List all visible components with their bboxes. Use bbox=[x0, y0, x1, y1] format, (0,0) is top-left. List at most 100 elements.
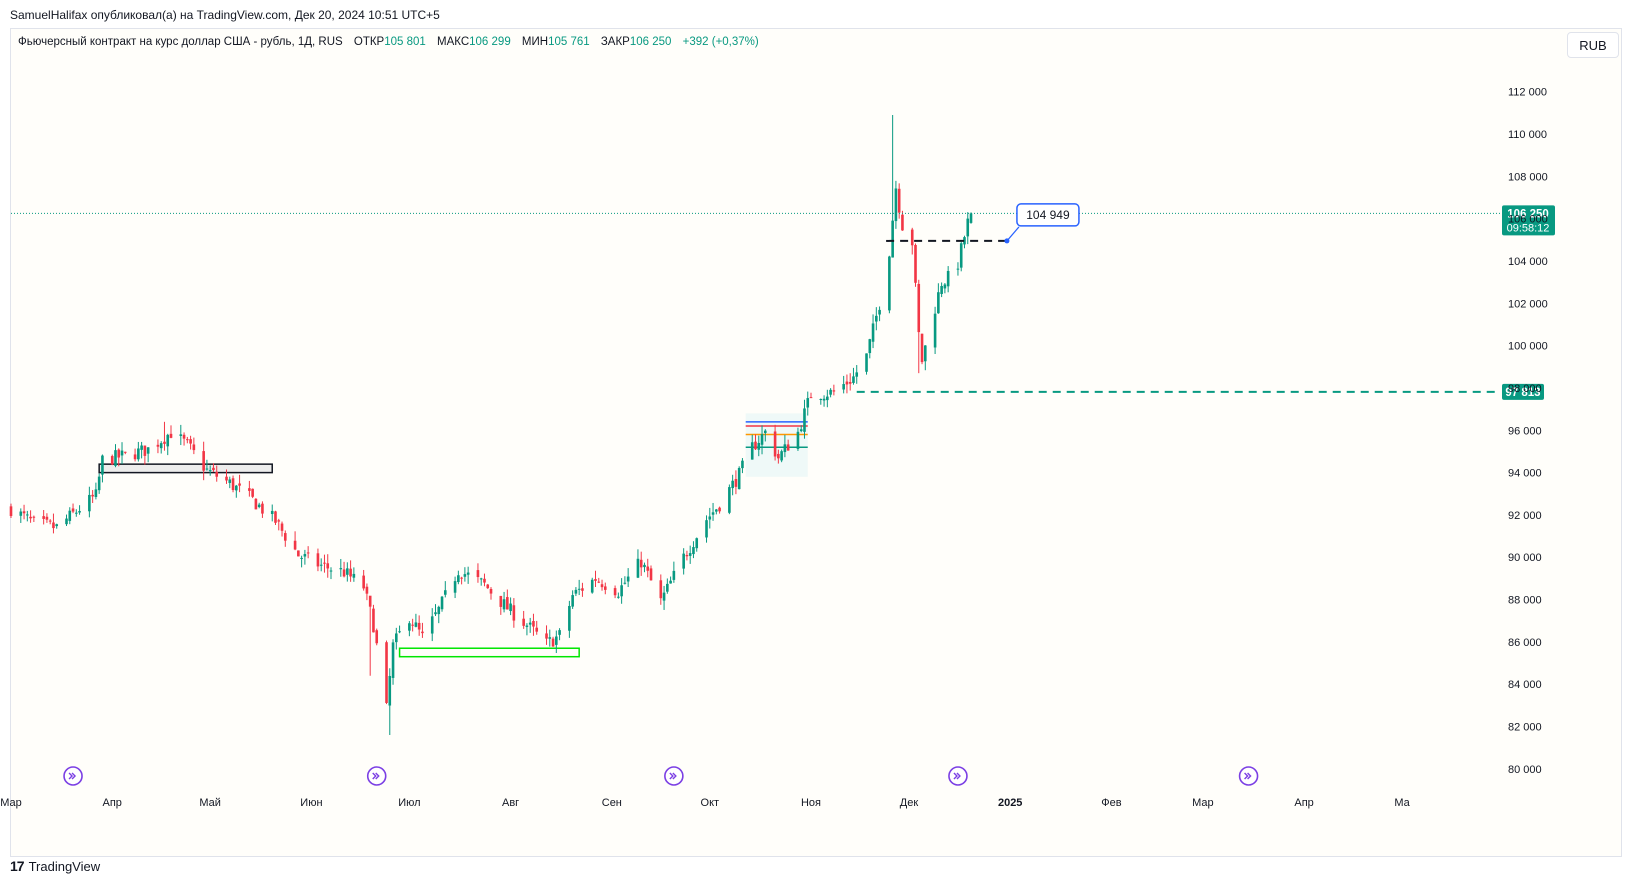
candle bbox=[506, 589, 509, 610]
candle bbox=[705, 515, 708, 543]
candle-body bbox=[235, 485, 238, 491]
legend-close-label: ЗАКР bbox=[600, 36, 630, 48]
y-tick-label: 82 000 bbox=[1508, 722, 1542, 734]
candle-body bbox=[731, 480, 734, 489]
candle-body bbox=[852, 376, 855, 383]
event-marker[interactable] bbox=[63, 766, 83, 786]
candle bbox=[852, 367, 855, 385]
candle-body bbox=[346, 568, 349, 575]
candle-body bbox=[708, 516, 712, 520]
candle-body bbox=[277, 520, 281, 522]
candle bbox=[718, 506, 721, 514]
candle bbox=[786, 439, 790, 451]
event-marker[interactable] bbox=[948, 766, 968, 786]
candle-body bbox=[626, 576, 630, 582]
candle bbox=[375, 628, 379, 646]
candle bbox=[365, 583, 369, 601]
candle-body bbox=[169, 433, 173, 438]
candle-body bbox=[946, 270, 950, 287]
candle bbox=[163, 421, 166, 451]
candle bbox=[933, 306, 937, 354]
candle-body bbox=[466, 572, 470, 575]
candle-body bbox=[143, 445, 147, 456]
candle-body bbox=[848, 381, 852, 384]
candle bbox=[257, 502, 261, 509]
event-marker[interactable] bbox=[366, 766, 387, 786]
candle bbox=[799, 425, 803, 433]
event-icon bbox=[366, 766, 387, 786]
candle-body bbox=[894, 188, 898, 222]
candle-body bbox=[711, 512, 715, 515]
candle bbox=[897, 183, 901, 219]
tradingview-logo[interactable]: 17 TradingView bbox=[10, 858, 100, 874]
candle-body bbox=[737, 468, 741, 490]
candle-body bbox=[806, 398, 810, 408]
candle bbox=[750, 434, 754, 460]
candle bbox=[411, 618, 414, 632]
candle-body bbox=[695, 538, 699, 549]
candle-body bbox=[969, 213, 973, 223]
candle bbox=[316, 548, 320, 572]
candle bbox=[306, 546, 310, 559]
candle-body bbox=[349, 568, 352, 577]
candle-body bbox=[728, 487, 731, 513]
candle bbox=[476, 563, 480, 583]
event-icon-glyph bbox=[669, 772, 677, 780]
candle-body bbox=[688, 553, 692, 556]
candle-body bbox=[734, 479, 738, 487]
tradingview-logo-icon: 17 bbox=[10, 858, 25, 874]
candle-body bbox=[65, 518, 68, 525]
candle bbox=[754, 434, 757, 451]
event-marker[interactable] bbox=[1238, 766, 1259, 786]
currency-button[interactable]: RUB bbox=[1567, 32, 1619, 58]
event-marker[interactable] bbox=[664, 766, 684, 786]
candle bbox=[339, 558, 343, 577]
candle bbox=[68, 507, 72, 525]
candle bbox=[101, 454, 104, 483]
candle bbox=[349, 560, 352, 582]
candle bbox=[254, 498, 258, 510]
candle-body bbox=[362, 575, 365, 589]
candle-body bbox=[672, 570, 676, 580]
candle bbox=[434, 604, 437, 617]
candle bbox=[297, 550, 300, 557]
candle bbox=[228, 476, 232, 489]
candle-body bbox=[365, 586, 369, 594]
candle-body bbox=[917, 283, 921, 333]
candle-body bbox=[910, 229, 914, 246]
candle bbox=[509, 597, 512, 616]
x-tick-label: Фев bbox=[1101, 797, 1121, 809]
candle bbox=[819, 398, 823, 405]
candle-body bbox=[440, 596, 444, 610]
candle-body bbox=[434, 612, 437, 615]
candle bbox=[868, 338, 872, 359]
candle-body bbox=[956, 268, 960, 270]
candle-body bbox=[865, 353, 868, 372]
candle-body bbox=[799, 429, 803, 432]
candle-body bbox=[375, 630, 379, 644]
candle-body bbox=[479, 578, 483, 580]
candle bbox=[137, 441, 140, 462]
candle-body bbox=[19, 511, 23, 516]
candle bbox=[910, 227, 914, 255]
x-tick-label: Мар bbox=[1192, 797, 1214, 809]
candle-body bbox=[577, 588, 581, 590]
candle bbox=[277, 518, 281, 531]
candle bbox=[71, 503, 75, 514]
candle-body bbox=[443, 590, 447, 595]
candle bbox=[225, 469, 228, 484]
legend-instrument[interactable]: Фьючерсный контракт на курс доллар США -… bbox=[18, 36, 343, 48]
candle-body bbox=[163, 441, 166, 444]
candle bbox=[42, 510, 45, 525]
candle bbox=[512, 598, 516, 628]
candle-body bbox=[705, 520, 708, 538]
candle bbox=[692, 541, 695, 559]
candle bbox=[865, 353, 868, 375]
candle-body bbox=[391, 642, 395, 678]
candle bbox=[891, 115, 894, 258]
y-tick-label: 94 000 bbox=[1508, 468, 1542, 480]
candle bbox=[871, 314, 875, 349]
candle bbox=[323, 554, 326, 573]
candle bbox=[110, 454, 114, 466]
